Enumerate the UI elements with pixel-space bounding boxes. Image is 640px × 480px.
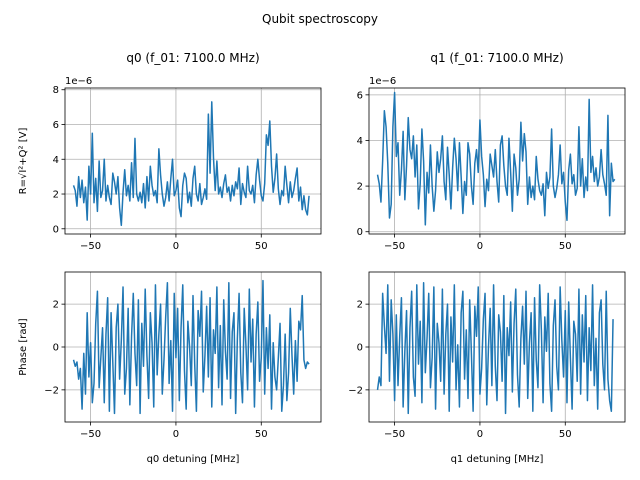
y-tick-label: 2 [53,190,59,201]
axes-frame [64,87,322,235]
subplot-title: q1 (f_01: 7100.0 MHz) [430,51,563,65]
data-series-line [376,91,616,226]
axes-frame [368,87,626,235]
x-tick-label: 0 [477,241,483,252]
x-tick-label: 50 [559,429,572,440]
y-tick-label: 0 [53,343,59,354]
y-tick-label: 2 [357,300,363,311]
y-offset-text: 1e−6 [369,76,396,87]
subplot-title: q0 (f_01: 7100.0 MHz) [126,51,259,65]
grid [65,88,321,234]
x-axis-label: q0 detuning [MHz] [147,454,240,465]
y-tick-label: 2 [53,300,59,311]
data-series-line [72,101,310,227]
y-tick-label: −2 [348,385,363,396]
y-offset-text: 1e−6 [65,76,92,87]
x-tick-label: −50 [384,241,405,252]
subplot-3: −50 0 50 −2 0 2 q0 detuning [MHz] Phase [rad] [18,271,322,465]
y-tick-label: 0 [357,227,363,238]
x-tick-label: −50 [80,429,101,440]
subplot-4: −50 0 50 −2 0 2 q1 detuning [MHz] [348,271,626,465]
y-tick-label: 0 [53,224,59,235]
y-tick-label: 6 [53,120,59,131]
y-tick-label: 2 [357,182,363,193]
x-tick-label: 0 [477,429,483,440]
x-axis-label: q1 detuning [MHz] [451,454,544,465]
y-axis-label: Phase [rad] [18,318,29,376]
subplot-2: −50 0 50 0 2 4 6 1e−6 q1 (f_01: 7100.0 MHz) [357,51,626,252]
x-tick-label: 50 [255,429,268,440]
y-tick-label: 8 [53,85,59,96]
x-tick-label: 50 [559,241,572,252]
x-tick-label: −50 [384,429,405,440]
x-tick-label: 0 [173,241,179,252]
subplot-1: −50 0 50 0 2 4 6 8 1e−6 q0 (f_01: 7100.0 MHz) R=√I… [18,51,322,252]
y-tick-label: 6 [357,90,363,101]
figure-title: Qubit spectroscopy [262,12,378,26]
y-axis-label: R=√I²+Q² [V] [18,128,29,195]
y-tick-label: 0 [357,343,363,354]
y-tick-label: 4 [53,155,59,166]
data-series-line [376,281,614,415]
x-tick-label: 0 [173,429,179,440]
x-tick-label: 50 [255,241,268,252]
x-tick-label: −50 [80,241,101,252]
y-tick-label: −2 [44,385,59,396]
y-tick-label: 4 [357,136,363,147]
data-series-line [72,279,310,415]
